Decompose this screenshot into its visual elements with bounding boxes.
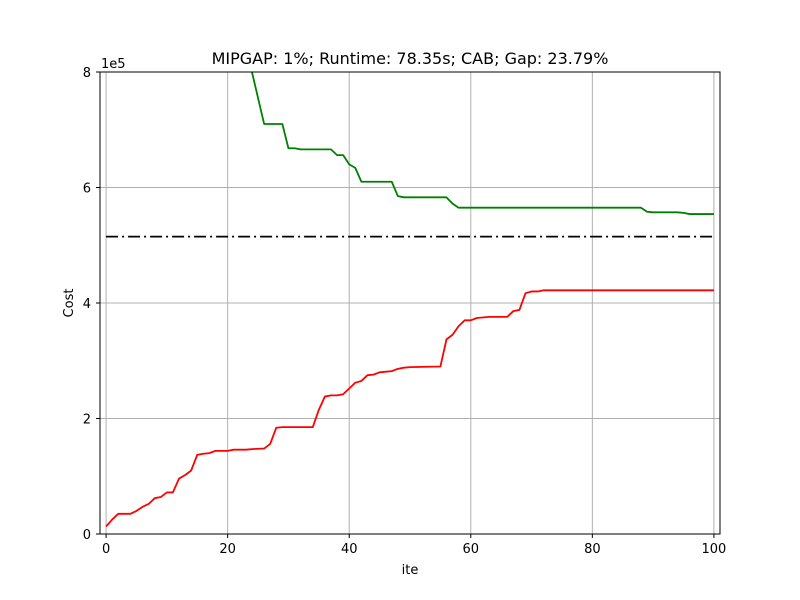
x-tick-label: 40 [341, 542, 358, 557]
y-tick-label: 4 [83, 297, 91, 312]
x-tick-label: 0 [102, 542, 110, 557]
x-axis-label: ite [402, 563, 419, 578]
axis-ticks: 0 20 40 60 80 100 0 2 4 6 8 [83, 66, 727, 557]
x-tick-label: 80 [584, 542, 601, 557]
lower-bound-line [105, 289, 714, 528]
x-tick-label: 20 [219, 542, 236, 557]
y-axis-multiplier: 1e5 [101, 57, 126, 72]
y-tick-label: 6 [83, 182, 91, 197]
x-tick-label: 100 [702, 542, 727, 557]
x-tick-label: 60 [463, 542, 480, 557]
y-axis-label: Cost [62, 289, 77, 318]
y-tick-label: 8 [83, 66, 91, 81]
chart-title: MIPGAP: 1%; Runtime: 78.35s; CAB; Gap: 2… [212, 49, 609, 68]
y-tick-label: 2 [83, 413, 91, 428]
series-group [105, 71, 714, 528]
upper-bound-line [251, 71, 714, 215]
y-tick-label: 0 [83, 528, 91, 543]
